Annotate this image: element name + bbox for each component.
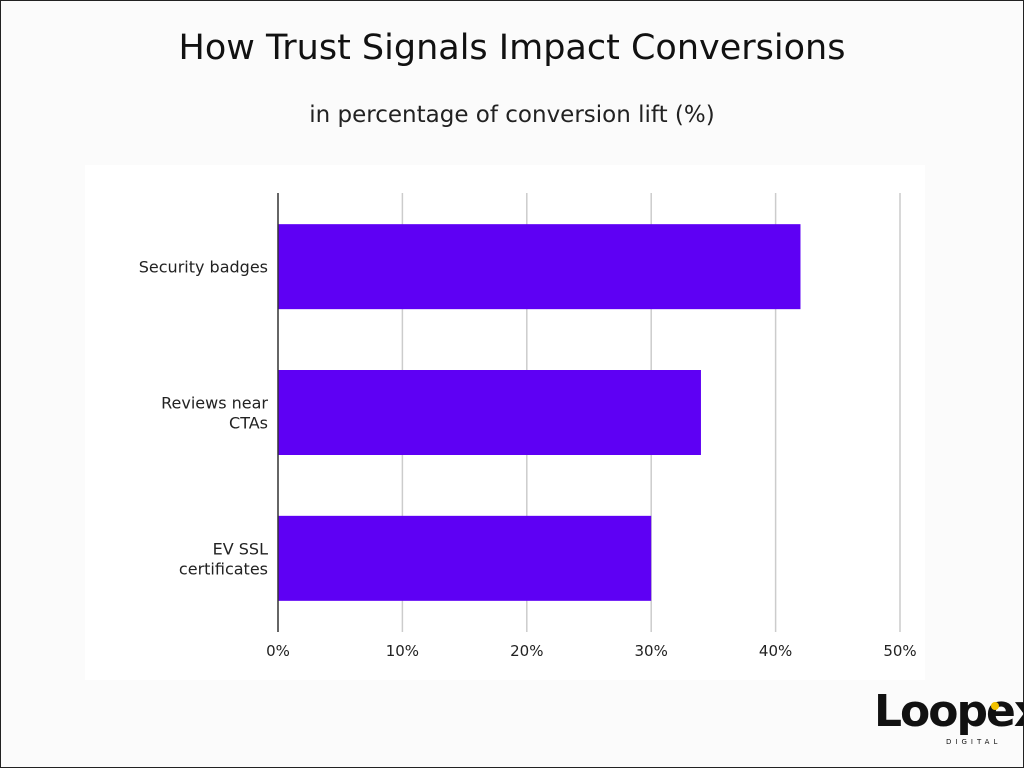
category-label-1-line-0: Reviews near (161, 394, 268, 413)
bars (278, 224, 801, 601)
logo-accent-dot (991, 702, 999, 710)
x-tick-label-40: 40% (759, 642, 792, 660)
logo-text: Loopex (874, 686, 1024, 737)
x-tick-label-10: 10% (386, 642, 419, 660)
loopex-logo: Loopex DIGITAL (874, 686, 1024, 754)
category-label-0-line-0: Security badges (139, 258, 268, 277)
chart-subtitle: in percentage of conversion lift (%) (309, 102, 715, 128)
x-tick-label-50: 50% (883, 642, 916, 660)
logo-subtext: DIGITAL (946, 738, 1002, 746)
bar-0 (278, 224, 801, 310)
x-tick-label-30: 30% (635, 642, 668, 660)
category-label-2-line-0: EV SSL (213, 539, 268, 558)
category-label-1-line-1: CTAs (229, 414, 268, 433)
labels: 0% 10% 20% 30% 40% 50% Security badges Reviews … (139, 258, 917, 660)
x-tick-label-0: 0% (266, 642, 290, 660)
category-label-2-line-1: certificates (179, 559, 268, 578)
chart-title: How Trust Signals Impact Conversions (178, 28, 846, 68)
x-tick-label-20: 20% (510, 642, 543, 660)
bar-2 (278, 515, 652, 601)
bar-1 (278, 370, 701, 455)
